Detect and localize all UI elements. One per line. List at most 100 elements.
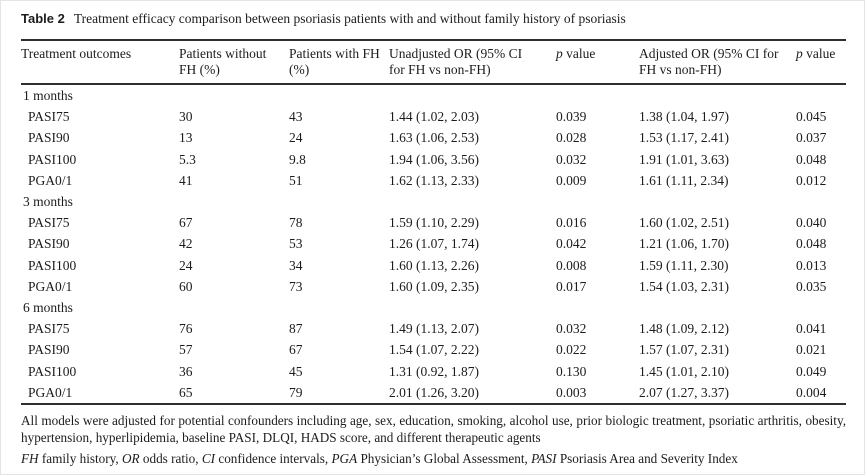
p-value-cell: 0.042 [556,236,587,252]
without-fh-cell: 5.3 [179,151,196,167]
p-value-cell: 0.013 [796,257,827,273]
adjusted-or-cell: 1.60 (1.02, 2.51) [639,215,729,231]
outcome-cell: PASI100 [28,363,77,379]
p-value-cell: 0.017 [556,278,587,294]
table-row: PASI100 36 45 1.31 (0.92, 1.87) 0.130 1.… [21,361,846,382]
table-row: PASI90 13 24 1.63 (1.06, 2.53) 0.028 1.5… [21,127,846,148]
col-header-label: Adjusted OR (95% CI for FH vs non-FH) [639,46,779,77]
unadjusted-or-cell: 1.60 (1.13, 2.26) [389,257,479,273]
outcome-cell: PASI90 [28,342,70,358]
outcome-cell: PASI75 [28,321,70,337]
p-value-cell: 0.032 [556,321,587,337]
col-header-p-italic: p [556,46,563,61]
adjusted-or-cell: 1.59 (1.11, 2.30) [639,257,729,273]
p-value-cell: 0.022 [556,342,587,358]
abbreviation-note: FH family history, OR odds ratio, CI con… [21,451,846,468]
outcome-cell: PASI75 [28,215,70,231]
with-fh-cell: 45 [289,363,303,379]
without-fh-cell: 60 [179,278,193,294]
with-fh-cell: 9.8 [289,151,306,167]
p-value-cell: 0.049 [796,363,827,379]
table-caption: Treatment efficacy comparison between ps… [73,11,626,26]
p-value-cell: 0.045 [796,109,827,125]
col-header-label: value [802,46,836,61]
table-body: 1 months PASI75 30 43 1.44 (1.02, 2.03) … [21,84,846,404]
table-row: PASI75 30 43 1.44 (1.02, 2.03) 0.039 1.3… [21,106,846,127]
p-value-cell: 0.028 [556,130,587,146]
with-fh-cell: 67 [289,342,303,358]
p-value-cell: 0.016 [556,215,587,231]
table-row: PASI100 5.3 9.8 1.94 (1.06, 3.56) 0.032 … [21,149,846,170]
section-label: 3 months [23,194,73,210]
with-fh-cell: 53 [289,236,303,252]
without-fh-cell: 36 [179,363,193,379]
adjusted-or-cell: 1.54 (1.03, 2.31) [639,278,729,294]
abbr-ci: CI [201,451,216,467]
outcome-cell: PGA0/1 [28,278,73,294]
col-header-adjusted-or: Adjusted OR (95% CI for FH vs non-FH) [639,40,796,85]
table-header: Treatment outcomes Patients without FH (… [21,40,846,85]
col-header-patients-with-fh: Patients with FH (%) [289,40,389,85]
adjusted-or-cell: 2.07 (1.27, 3.37) [639,384,729,400]
unadjusted-or-cell: 1.94 (1.06, 3.56) [389,151,479,167]
with-fh-cell: 73 [289,278,303,294]
with-fh-cell: 24 [289,130,303,146]
unadjusted-or-cell: 1.59 (1.10, 2.29) [389,215,479,231]
p-value-cell: 0.008 [556,257,587,273]
adjustment-note: All models were adjusted for potential c… [21,413,846,445]
with-fh-cell: 34 [289,257,303,273]
col-header-p-value-adjusted: p value [796,40,846,85]
table-row: PASI90 57 67 1.54 (1.07, 2.22) 0.022 1.5… [21,339,846,360]
unadjusted-or-cell: 1.49 (1.13, 2.07) [389,321,479,337]
p-value-cell: 0.041 [796,321,827,337]
unadjusted-or-cell: 1.62 (1.13, 2.33) [389,172,479,188]
p-value-cell: 0.130 [556,363,587,379]
p-value-cell: 0.012 [796,172,827,188]
adjusted-or-cell: 1.53 (1.17, 2.41) [639,130,729,146]
adjusted-or-cell: 1.45 (1.01, 2.10) [639,363,729,379]
unadjusted-or-cell: 1.26 (1.07, 1.74) [389,236,479,252]
outcome-cell: PGA0/1 [28,384,73,400]
p-value-cell: 0.003 [556,384,587,400]
without-fh-cell: 41 [179,172,193,188]
p-value-cell: 0.037 [796,130,827,146]
adjusted-or-cell: 1.38 (1.04, 1.97) [639,109,729,125]
unadjusted-or-cell: 1.60 (1.09, 2.35) [389,278,479,294]
col-header-label: Patients with FH (%) [289,46,380,77]
without-fh-cell: 24 [179,257,193,273]
without-fh-cell: 42 [179,236,193,252]
p-value-cell: 0.040 [796,215,827,231]
without-fh-cell: 65 [179,384,193,400]
adjusted-or-cell: 1.91 (1.01, 3.63) [639,151,729,167]
table-row: PGA0/1 65 79 2.01 (1.26, 3.20) 0.003 2.0… [21,382,846,404]
with-fh-cell: 79 [289,384,303,400]
adjusted-or-cell: 1.57 (1.07, 2.31) [639,342,729,358]
unadjusted-or-cell: 2.01 (1.26, 3.20) [389,384,479,400]
abbr-ci-definition: confidence intervals, [215,451,332,467]
col-header-label: Patients without FH (%) [179,46,267,77]
table-footnotes: All models were adjusted for potential c… [21,413,846,468]
abbr-pasi: PASI [531,451,557,467]
adjusted-or-cell: 1.21 (1.06, 1.70) [639,236,729,252]
p-value-cell: 0.035 [796,278,827,294]
table-caption-row: Table 2 Treatment efficacy comparison bet… [21,9,844,28]
outcome-cell: PASI90 [28,130,70,146]
table-row: PGA0/1 41 51 1.62 (1.13, 2.33) 0.009 1.6… [21,170,846,191]
section-label: 6 months [23,300,73,316]
adjusted-or-cell: 1.48 (1.09, 2.12) [639,321,729,337]
section-label: 1 months [23,88,73,103]
p-value-cell: 0.021 [796,342,827,358]
table-row: PASI75 67 78 1.59 (1.10, 2.29) 0.016 1.6… [21,212,846,233]
table-row: PASI100 24 34 1.60 (1.13, 2.26) 0.008 1.… [21,255,846,276]
outcome-cell: PASI100 [28,257,77,273]
p-value-cell: 0.004 [796,384,827,400]
without-fh-cell: 30 [179,109,193,125]
p-value-cell: 0.032 [556,151,587,167]
section-row-1-months: 1 months [21,84,846,106]
p-value-cell: 0.039 [556,109,587,125]
table-row: PGA0/1 60 73 1.60 (1.09, 2.35) 0.017 1.5… [21,276,846,297]
outcome-cell: PASI100 [28,151,77,167]
col-header-p-italic: p [796,46,803,61]
table-row: PASI90 42 53 1.26 (1.07, 1.74) 0.042 1.2… [21,233,846,254]
